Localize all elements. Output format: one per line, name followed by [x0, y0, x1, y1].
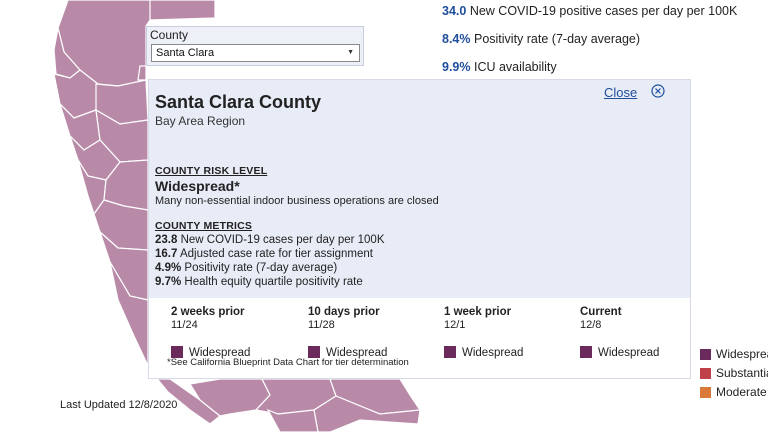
circle-x-icon[interactable] — [651, 84, 665, 98]
history-tier: Widespread — [444, 346, 523, 359]
county-metric-text: Positivity rate (7-day average) — [184, 262, 338, 274]
history-tier-label: Widespread — [598, 347, 660, 359]
tier-history-column: 10 days prior 11/28 Widespread — [308, 306, 438, 359]
last-updated: Last Updated 12/8/2020 — [60, 399, 178, 411]
tier-history-column: 1 week prior 12/1 Widespread — [444, 306, 574, 359]
legend-item-widespread: Widespread — [700, 347, 768, 361]
history-period: 2 weeks prior — [171, 306, 245, 318]
state-metric-value: 34.0 — [442, 4, 467, 18]
county-region: Bay Area Region — [155, 114, 246, 128]
map-county[interactable] — [149, 0, 216, 21]
legend-label: Moderate — [716, 385, 767, 399]
state-metric-text: ICU availability — [473, 60, 557, 74]
history-date: 11/28 — [308, 319, 335, 331]
history-date: 12/8 — [580, 319, 602, 331]
county-selector: County Santa Clara ▼ — [146, 26, 364, 66]
county-name: Santa Clara County — [155, 92, 322, 112]
county-metric-value: 23.8 — [155, 234, 178, 246]
history-tier-label: Widespread — [326, 347, 388, 359]
state-metric-cases: 34.0 New COVID-19 positive cases per day… — [442, 4, 737, 18]
state-metric-value: 8.4% — [442, 32, 471, 46]
county-popup-header: Santa Clara County Bay Area Region Close… — [149, 80, 690, 298]
county-metric-value: 9.7% — [155, 276, 182, 288]
history-tier-label: Widespread — [189, 347, 251, 359]
county-metric: 9.7% Health equity quartile positivity r… — [155, 276, 363, 288]
history-tier: Widespread — [171, 346, 250, 359]
tier-footnote: *See California Blueprint Data Chart for… — [167, 357, 409, 368]
history-period: 10 days prior — [308, 306, 380, 318]
legend-swatch — [700, 349, 711, 360]
county-selector-label: County — [150, 28, 189, 42]
widespread-swatch — [580, 346, 592, 358]
legend-label: Substantial — [716, 366, 768, 380]
county-dropdown[interactable]: Santa Clara ▼ — [151, 44, 360, 62]
history-date: 11/24 — [171, 319, 198, 331]
tier-history-column: Current 12/8 Widespread — [580, 306, 710, 359]
history-period: Current — [580, 306, 622, 318]
history-tier-label: Widespread — [462, 347, 524, 359]
legend-swatch — [700, 368, 711, 379]
tier-history: 2 weeks prior 11/24 Widespread 10 days p… — [149, 298, 690, 378]
county-metric-text: New COVID-19 cases per day per 100K — [180, 234, 385, 246]
county-metric-value: 4.9% — [155, 262, 182, 274]
state-metric-positivity: 8.4% Positivity rate (7-day average) — [442, 32, 640, 46]
history-tier: Widespread — [308, 346, 387, 359]
legend-label: Widespread — [716, 347, 768, 361]
tier-history-column: 2 weeks prior 11/24 Widespread — [171, 306, 301, 359]
legend-item-substantial: Substantial — [700, 366, 768, 380]
state-metric-text: Positivity rate (7-day average) — [473, 32, 641, 46]
county-dropdown-value: Santa Clara — [156, 47, 215, 59]
risk-level-heading: COUNTY RISK LEVEL — [155, 165, 268, 177]
widespread-swatch — [444, 346, 456, 358]
history-date: 12/1 — [444, 319, 466, 331]
county-metric-text: Health equity quartile positivity rate — [184, 276, 363, 288]
map-county[interactable] — [266, 408, 319, 432]
history-tier: Widespread — [580, 346, 659, 359]
state-metric-icu: 9.9% ICU availability — [442, 60, 557, 74]
legend-item-moderate: Moderate — [700, 385, 768, 399]
county-metrics-heading: COUNTY METRICS — [155, 220, 253, 232]
history-period: 1 week prior — [444, 306, 512, 318]
county-metric-text: Adjusted case rate for tier assignment — [179, 248, 373, 260]
legend-swatch — [700, 387, 711, 398]
map-county[interactable] — [313, 395, 421, 432]
risk-tier: Widespread* — [155, 178, 240, 194]
state-metric-text: New COVID-19 positive cases per day per … — [469, 4, 738, 18]
risk-description: Many non-essential indoor business opera… — [155, 195, 439, 207]
county-metric: 4.9% Positivity rate (7-day average) — [155, 262, 337, 274]
county-popup: Santa Clara County Bay Area Region Close… — [148, 79, 691, 379]
widespread-swatch — [171, 346, 183, 358]
widespread-swatch — [308, 346, 320, 358]
caret-down-icon: ▼ — [347, 49, 354, 56]
state-metric-value: 9.9% — [442, 60, 471, 74]
county-metric: 23.8 New COVID-19 cases per day per 100K — [155, 234, 385, 246]
map-county[interactable] — [137, 65, 147, 81]
county-metric: 16.7 Adjusted case rate for tier assignm… — [155, 248, 373, 260]
close-link[interactable]: Close — [604, 85, 638, 100]
county-metric-value: 16.7 — [155, 248, 178, 260]
